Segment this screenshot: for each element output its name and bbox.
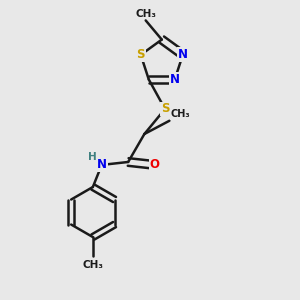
Text: S: S xyxy=(161,103,169,116)
Text: O: O xyxy=(150,158,160,171)
Text: N: N xyxy=(97,158,107,171)
Text: CH₃: CH₃ xyxy=(171,109,190,119)
Text: N: N xyxy=(178,48,188,61)
Text: H: H xyxy=(88,152,97,162)
Text: N: N xyxy=(170,73,180,86)
Text: CH₃: CH₃ xyxy=(82,260,103,270)
Text: CH₃: CH₃ xyxy=(135,9,156,19)
Text: S: S xyxy=(136,48,145,61)
